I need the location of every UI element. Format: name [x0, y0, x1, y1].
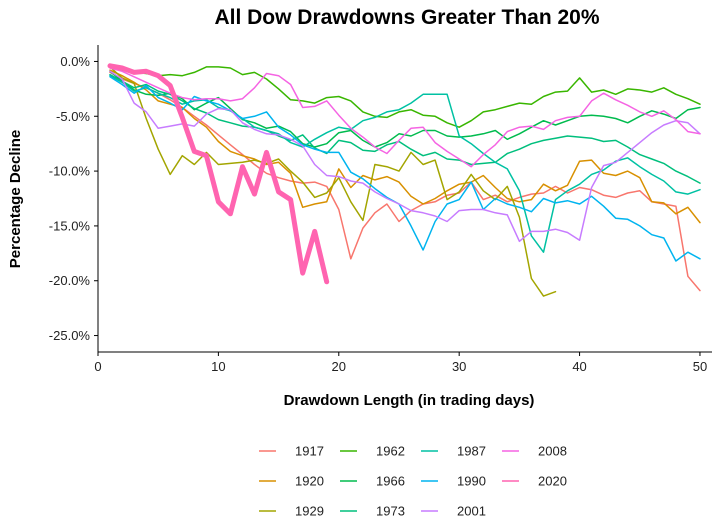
x-axis-ticks: 0 10 20 30 40 50: [94, 352, 707, 374]
legend-label: 1917: [295, 444, 324, 459]
legend-label: 1990: [457, 474, 486, 489]
series-line-1973: [109, 73, 701, 184]
legend-label: 2001: [457, 504, 486, 519]
x-tick-label: 10: [211, 359, 225, 374]
legend-label: 1973: [376, 504, 405, 519]
chart-title: All Dow Drawdowns Greater Than 20%: [214, 6, 599, 29]
y-axis-title: Percentage Decline: [7, 130, 24, 268]
series-lines: [107, 63, 701, 297]
legend-label: 1962: [376, 444, 405, 459]
x-axis-title: Drawdown Length (in trading days): [284, 392, 535, 409]
legend-label: 1966: [376, 474, 405, 489]
y-axis-ticks: 0.0% -5.0% -10.0% -15.0% -20.0% -25.0%: [49, 54, 98, 343]
legend-item: 2020: [502, 474, 567, 489]
x-tick-label: 0: [94, 359, 101, 374]
legend-item: 1929: [259, 504, 324, 519]
series-line-1962: [109, 66, 701, 128]
legend: 1917 1920 1929 1962 1966 1973 1987 1990 2001 2008…: [259, 444, 567, 519]
x-tick-label: 50: [693, 359, 707, 374]
series-line-1929: [109, 66, 557, 297]
legend-item: 2001: [421, 504, 486, 519]
y-tick-label: -10.0%: [49, 164, 91, 179]
x-tick-label: 20: [332, 359, 346, 374]
legend-label: 1987: [457, 444, 486, 459]
legend-item: 1920: [259, 474, 324, 489]
series-line-1990: [109, 76, 701, 262]
series-line-1917: [109, 71, 701, 292]
legend-label: 2008: [538, 444, 567, 459]
x-tick-label: 30: [452, 359, 466, 374]
legend-item: 1990: [421, 474, 486, 489]
series-line-1966: [109, 70, 701, 148]
series-line-2008: [109, 67, 701, 168]
legend-item: 2008: [502, 444, 567, 459]
legend-item: 1966: [340, 474, 405, 489]
legend-item: 1987: [421, 444, 486, 459]
y-tick-label: 0.0%: [60, 54, 90, 69]
legend-item: 1917: [259, 444, 324, 459]
x-tick-label: 40: [572, 359, 586, 374]
series-line-2020: [107, 63, 330, 285]
legend-item: 1962: [340, 444, 405, 459]
series-line-2001: [109, 70, 701, 243]
y-tick-label: -15.0%: [49, 218, 91, 233]
legend-item: 1973: [340, 504, 405, 519]
y-tick-label: -20.0%: [49, 273, 91, 288]
y-tick-label: -25.0%: [49, 328, 91, 343]
legend-label: 1920: [295, 474, 324, 489]
plot-area: 0.0% -5.0% -10.0% -15.0% -20.0% -25.0% 0 10 20 3…: [49, 45, 712, 374]
y-tick-label: -5.0%: [56, 109, 90, 124]
legend-label: 2020: [538, 474, 567, 489]
legend-label: 1929: [295, 504, 324, 519]
